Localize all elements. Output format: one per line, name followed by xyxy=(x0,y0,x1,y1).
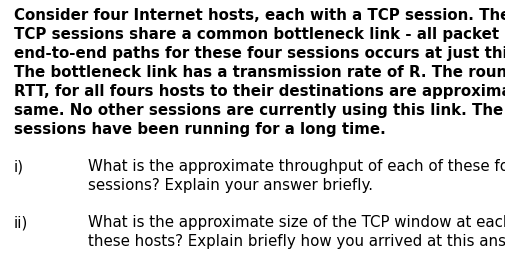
Text: Consider four Internet hosts, each with a TCP session. These four: Consider four Internet hosts, each with … xyxy=(14,8,505,23)
Text: i): i) xyxy=(14,159,24,174)
Text: end-to-end paths for these four sessions occurs at just this one link.: end-to-end paths for these four sessions… xyxy=(14,46,505,61)
Text: sessions have been running for a long time.: sessions have been running for a long ti… xyxy=(14,122,386,137)
Text: same. No other sessions are currently using this link. The four: same. No other sessions are currently us… xyxy=(14,103,505,118)
Text: The bottleneck link has a transmission rate of R. The round trip times,: The bottleneck link has a transmission r… xyxy=(14,65,505,80)
Text: these hosts? Explain briefly how you arrived at this answer.: these hosts? Explain briefly how you arr… xyxy=(88,234,505,249)
Text: sessions? Explain your answer briefly.: sessions? Explain your answer briefly. xyxy=(88,178,373,193)
Text: TCP sessions share a common bottleneck link - all packet loss on the: TCP sessions share a common bottleneck l… xyxy=(14,27,505,42)
Text: RTT, for all fours hosts to their destinations are approximately the: RTT, for all fours hosts to their destin… xyxy=(14,84,505,99)
Text: ii): ii) xyxy=(14,215,28,230)
Text: What is the approximate size of the TCP window at each of: What is the approximate size of the TCP … xyxy=(88,215,505,230)
Text: What is the approximate throughput of each of these four TCP: What is the approximate throughput of ea… xyxy=(88,159,505,174)
